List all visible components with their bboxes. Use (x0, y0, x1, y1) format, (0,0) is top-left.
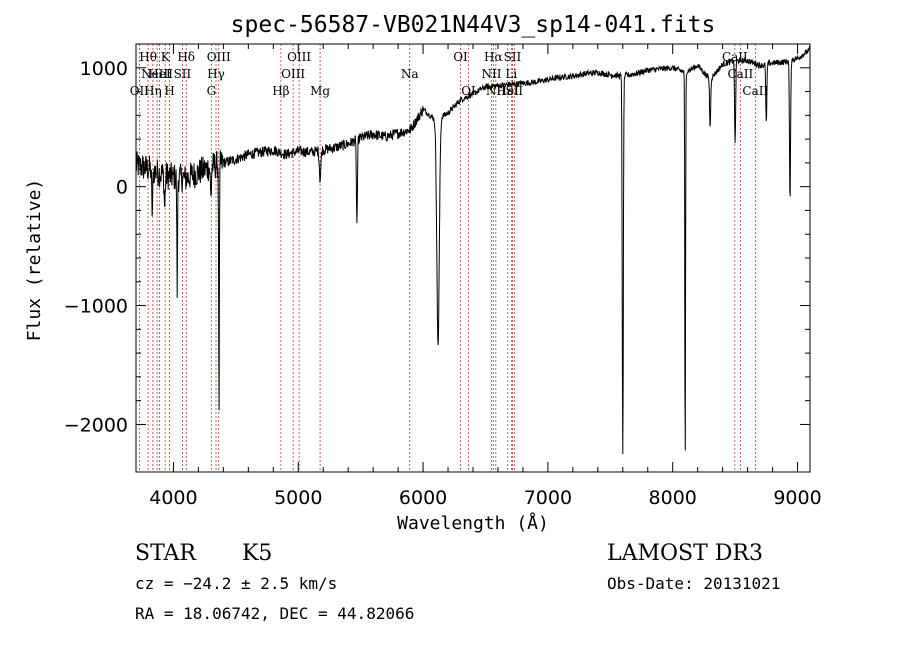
x-tick-label: 9000 (773, 487, 821, 509)
plot-frame (135, 43, 811, 473)
line-label: Hη (144, 84, 162, 98)
line-label: NII (481, 67, 501, 81)
x-tick-label: 4000 (149, 487, 197, 509)
line-label: Hα (484, 50, 503, 64)
x-tick-label: 6000 (399, 487, 447, 509)
y-axis-label: Flux (relative) (24, 179, 45, 342)
line-label: OI (461, 84, 476, 98)
line-label: HeI (148, 67, 171, 81)
line-label: NeIII (141, 67, 173, 81)
line-label: K (161, 50, 171, 64)
x-tick-label: 5000 (274, 487, 322, 509)
line-label: SII (504, 50, 522, 64)
line-label: SII (505, 84, 523, 98)
line-label: Hγ (207, 67, 225, 81)
y-axis-ticks: −2000 −1000 0 1000 (64, 43, 810, 436)
line-label: SII (174, 67, 192, 81)
line-label: Hβ (272, 84, 289, 98)
line-label: HeI (497, 84, 520, 98)
object-subclass: K5 (242, 541, 272, 566)
line-label: Hθ (139, 50, 157, 64)
y-tick-label: 0 (116, 177, 128, 199)
ra-dec: RA = 18.06742, DEC = 44.82066 (135, 604, 414, 623)
line-label: OIII (281, 67, 305, 81)
x-axis-label: Wavelength (Å) (397, 512, 549, 534)
survey-name: LAMOST DR3 (607, 541, 763, 566)
line-label: CaII (722, 50, 748, 64)
spectrum-line (135, 45, 811, 455)
line-label: Hδ (177, 50, 195, 64)
line-label: OIII (207, 50, 231, 64)
chart-title: spec-56587-VB021N44V3_sp14-041.fits (231, 12, 716, 38)
line-label: Mg (310, 84, 330, 98)
line-label: CaII (727, 67, 753, 81)
spectral-line-labels: OIIHθHηNeIIIHeIKHSIIHδGHγOIIIHβOIIIOIIIM… (130, 50, 769, 98)
y-tick-label: −1000 (64, 296, 128, 318)
line-label: CaII (742, 84, 768, 98)
y-tick-label: 1000 (80, 58, 128, 80)
line-label: OIII (287, 50, 311, 64)
redshift-cz: cz = −24.2 ± 2.5 km/s (135, 574, 337, 593)
x-axis-ticks: 4000 5000 6000 7000 8000 9000 (149, 44, 822, 509)
object-class: STAR (135, 541, 197, 566)
line-label: G (207, 84, 217, 98)
line-label: Na (401, 67, 419, 81)
line-label: NII (486, 84, 506, 98)
observation-date: Obs-Date: 20131021 (607, 574, 780, 593)
x-tick-label: 8000 (649, 487, 697, 509)
x-tick-label: 7000 (524, 487, 572, 509)
line-label: OI (453, 50, 468, 64)
y-tick-label: −2000 (64, 414, 128, 436)
line-label: H (164, 84, 174, 98)
line-label: Li (505, 67, 517, 81)
spectral-line-markers (138, 44, 756, 472)
line-label: OII (130, 84, 150, 98)
